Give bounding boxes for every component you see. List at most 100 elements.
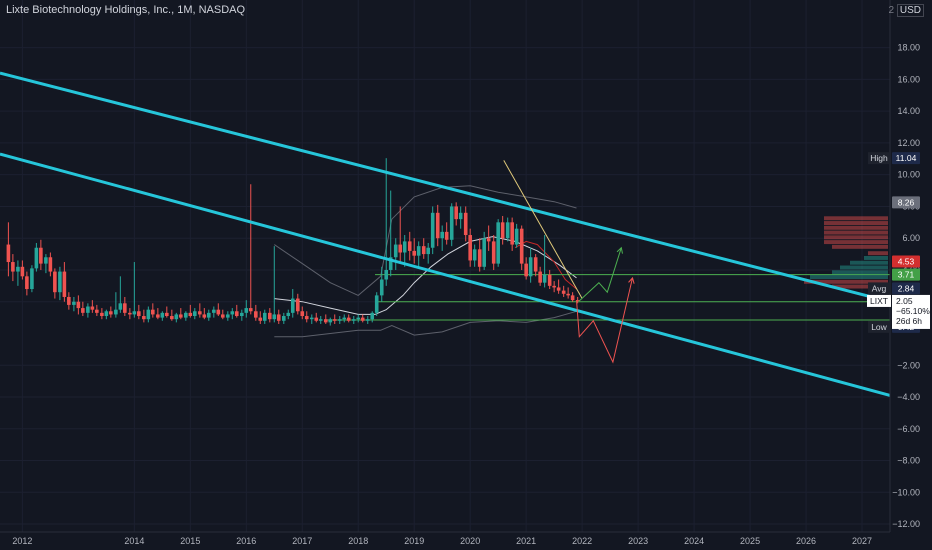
candle-body: [356, 317, 361, 320]
candle-body: [337, 319, 342, 321]
candle-body: [44, 257, 48, 264]
candle-body: [500, 222, 505, 239]
candle-body: [561, 290, 566, 294]
currency-label[interactable]: 2 USD: [889, 4, 924, 17]
x-tick-label: 2023: [628, 536, 648, 546]
y-tick-label: −8.00: [897, 456, 920, 466]
yellow-trend-line[interactable]: [503, 160, 583, 299]
bb-lower-line: [274, 310, 577, 338]
candle-body: [276, 314, 281, 321]
y-tick-label: −4.00: [897, 392, 920, 402]
candle-body: [248, 308, 253, 312]
y-tick-label: 16.00: [897, 74, 920, 84]
candle-body: [146, 309, 151, 320]
candle-body: [258, 317, 263, 321]
volume-profile-bar: [824, 230, 888, 235]
candle-body: [304, 316, 309, 320]
candle-body: [76, 301, 81, 309]
candle-body: [463, 212, 468, 236]
candle-body: [151, 309, 155, 315]
candle-body: [365, 319, 370, 321]
candle-body: [351, 319, 356, 321]
price-label-tag: Low: [871, 322, 887, 332]
candle-body: [374, 295, 379, 313]
y-tick-label: −2.00: [897, 360, 920, 370]
x-tick-label: 2012: [12, 536, 32, 546]
candle-body: [16, 266, 20, 272]
candle-body: [468, 235, 472, 261]
candle-body: [407, 241, 412, 251]
candle-body: [575, 300, 580, 302]
channel-line[interactable]: [0, 71, 891, 304]
price-label-value: 11.04: [896, 153, 917, 163]
candle-body: [198, 311, 202, 315]
candle-body: [342, 317, 347, 320]
projection-arrow-up[interactable]: [578, 247, 622, 302]
x-tick-label: 2026: [796, 536, 816, 546]
candle-body: [472, 249, 477, 261]
candle-body: [398, 244, 403, 253]
bb-upper-line: [274, 185, 577, 296]
x-tick-label: 2017: [292, 536, 312, 546]
volume-profile-bar: [840, 265, 888, 270]
candle-body: [30, 268, 34, 290]
price-label-value: 2.84: [898, 283, 915, 293]
volume-profile-bar: [824, 221, 888, 226]
candle-body: [48, 257, 53, 272]
candle-body: [393, 244, 398, 258]
candle-body: [128, 312, 132, 315]
candle-body: [72, 301, 76, 305]
chart-title: Lixte Biotechnology Holdings, Inc., 1M, …: [6, 4, 246, 16]
candle-body: [430, 212, 435, 248]
last-price-box: [892, 294, 930, 329]
candle-body: [137, 311, 141, 317]
candle-body: [25, 276, 29, 290]
volume-profile-bar: [864, 255, 888, 260]
candle-body: [290, 298, 295, 313]
price-label-tag: High: [870, 153, 888, 163]
candle-body: [267, 312, 272, 320]
candle-body: [435, 212, 440, 239]
candle-body: [566, 293, 570, 296]
candle-body: [552, 285, 556, 288]
candle-body: [388, 257, 393, 270]
candle-body: [202, 314, 207, 318]
price-label-value: 4.53: [898, 257, 915, 267]
candle-body: [156, 314, 160, 318]
candle-body: [332, 319, 337, 321]
projection-arrow-down[interactable]: [576, 277, 633, 364]
candle-body: [20, 266, 25, 277]
candle-body: [95, 309, 99, 313]
y-tick-label: 14.00: [897, 106, 920, 116]
candle-body: [519, 228, 524, 264]
candle-body: [533, 257, 538, 272]
candle-body: [379, 279, 384, 296]
price-label-bg: [892, 268, 920, 281]
candle-body: [254, 311, 258, 318]
last-change: −65.10%: [896, 306, 930, 316]
volume-profile-bar: [832, 284, 888, 289]
x-tick-label: 2020: [460, 536, 480, 546]
candle-body: [346, 317, 351, 321]
volume-profile-bar: [804, 279, 888, 284]
x-tick-label: 2024: [684, 536, 704, 546]
y-tick-label: −12.00: [892, 519, 920, 529]
y-tick-label: 6.00: [902, 233, 920, 243]
y-tick-label: 12.00: [897, 138, 920, 148]
candle-body: [262, 312, 267, 321]
candle-body: [184, 312, 188, 318]
volume-profile: [804, 216, 888, 294]
volume-profile-bar: [824, 225, 888, 230]
candle-body: [118, 303, 123, 310]
candle-body: [309, 317, 314, 320]
candle-body: [109, 311, 113, 315]
ma-red-line: [514, 240, 577, 290]
candle-body: [286, 312, 291, 317]
candle-body: [104, 311, 109, 317]
candle-body: [370, 312, 375, 320]
candle-body: [416, 246, 421, 256]
candle-body: [524, 263, 528, 277]
candle-body: [234, 311, 239, 317]
channel-line[interactable]: [0, 152, 891, 397]
